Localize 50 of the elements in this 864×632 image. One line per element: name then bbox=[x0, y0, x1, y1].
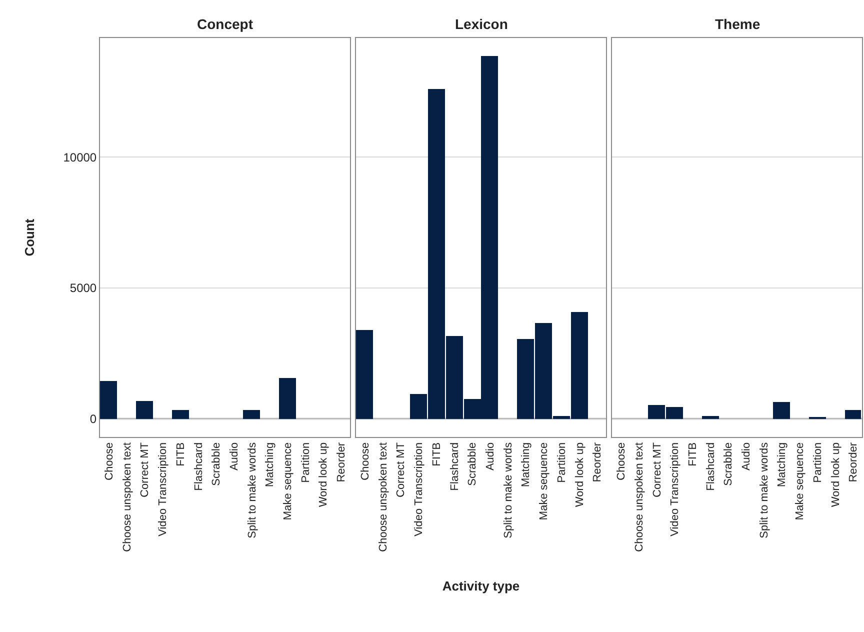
x-tick-label: Flashcard bbox=[448, 442, 461, 491]
x-tick-label: Choose bbox=[104, 442, 116, 480]
x-tick-label: Correct MT bbox=[395, 442, 408, 498]
chart-title: Theme bbox=[715, 16, 760, 32]
x-tick-label: Partition bbox=[300, 442, 312, 483]
x-tick-label: Flashcard bbox=[704, 442, 717, 491]
chart-title: Concept bbox=[197, 16, 254, 32]
x-tick-label: Audio bbox=[484, 442, 496, 471]
x-tick-label: Choose bbox=[616, 442, 628, 480]
x-tick-label: FITB bbox=[174, 442, 187, 466]
x-tick-label: Matching bbox=[776, 442, 788, 488]
x-tick-label: Choose unspoken text bbox=[121, 442, 134, 552]
x-tick-label: Correct MT bbox=[651, 442, 664, 498]
y-tick-label: 10000 bbox=[63, 150, 97, 164]
x-tick-label: Split to make words bbox=[246, 442, 258, 538]
x-tick-label: Scrabble bbox=[210, 442, 223, 486]
x-tick-label: Choose bbox=[360, 442, 372, 480]
x-tick-label: FITB bbox=[430, 442, 443, 466]
x-tick-label: Make sequence bbox=[794, 442, 806, 520]
y-axis-title: Count bbox=[22, 218, 38, 256]
x-tick-label: Correct MT bbox=[139, 442, 152, 498]
chart-title: Lexicon bbox=[455, 16, 508, 32]
x-tick-label: Scrabble bbox=[722, 442, 735, 486]
x-tick-label: Word look up bbox=[574, 442, 586, 508]
x-tick-label: Word look up bbox=[830, 442, 842, 508]
x-tick-label: Make sequence bbox=[538, 442, 550, 520]
x-tick-label: Video Transcription bbox=[413, 442, 426, 536]
x-tick-label: Audio bbox=[228, 442, 240, 471]
x-tick-label: FITB bbox=[686, 442, 699, 466]
x-tick-label: Word look up bbox=[318, 442, 330, 508]
x-tick-label: Matching bbox=[520, 442, 532, 488]
x-tick-label: Split to make words bbox=[502, 442, 514, 538]
y-tick-label: 0 bbox=[90, 412, 97, 426]
x-tick-label: Reorder bbox=[592, 442, 604, 482]
x-tick-label: Make sequence bbox=[282, 442, 294, 520]
y-tick-label: 5000 bbox=[70, 281, 97, 296]
x-tick-label: Video Transcription bbox=[669, 442, 682, 536]
x-tick-label: Matching bbox=[264, 442, 276, 488]
x-tick-label: Flashcard bbox=[192, 442, 205, 491]
x-tick-label: Reorder bbox=[848, 442, 860, 482]
x-tick-label: Choose unspoken text bbox=[377, 442, 390, 552]
x-tick-label: Video Transcription bbox=[157, 442, 170, 536]
x-tick-label: Reorder bbox=[336, 442, 348, 482]
x-tick-label: Partition bbox=[812, 442, 824, 483]
x-tick-label: Partition bbox=[556, 442, 568, 483]
x-axis-title: Activity type bbox=[442, 578, 520, 594]
x-tick-label: Audio bbox=[740, 442, 753, 471]
x-tick-label: Split to make words bbox=[758, 442, 770, 538]
x-tick-label: Scrabble bbox=[466, 442, 479, 486]
x-tick-label: Choose unspoken text bbox=[633, 442, 646, 552]
